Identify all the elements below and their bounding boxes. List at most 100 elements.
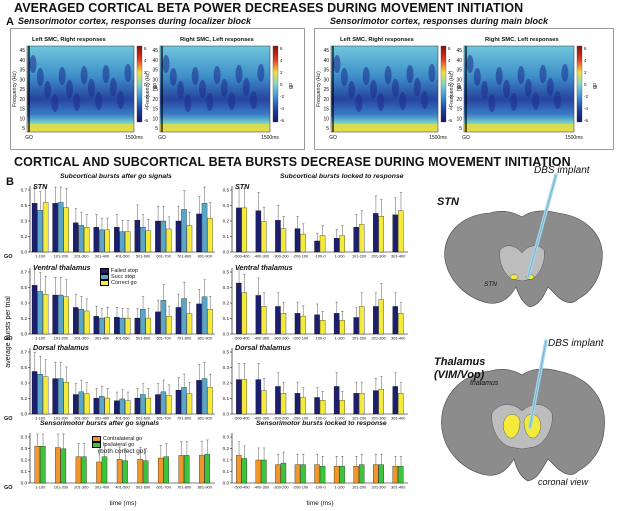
thalamus-implant-label: DBS implant <box>548 338 604 349</box>
bar <box>178 455 184 484</box>
bar <box>81 456 87 484</box>
bar <box>207 309 213 335</box>
bar <box>280 462 287 484</box>
spectrogram-0: Left SMC, Right responses454035302520151… <box>12 37 157 141</box>
bar <box>31 285 38 335</box>
x-tick-label: 301-400 <box>391 416 406 421</box>
frequency-tick-label: 10 <box>152 116 158 122</box>
y-tick-label: 0.1 <box>223 316 230 321</box>
x-tick-label: 801-900 <box>198 254 213 259</box>
row-label: Dorsal thalamus <box>235 343 291 352</box>
bar <box>358 306 365 335</box>
y-tick-label: 0.2 <box>21 234 28 239</box>
bar <box>104 229 110 253</box>
bar <box>145 230 152 253</box>
bar <box>114 227 120 253</box>
bar <box>155 394 161 415</box>
spectrogram-patch <box>466 55 474 73</box>
coronal-view-label: coronal view <box>538 477 589 487</box>
y-tick-label: 0.0 <box>223 481 230 486</box>
thalamus-subtitle: (VIM/Vop) <box>434 369 485 381</box>
bar <box>280 313 287 335</box>
y-tick-label: 0.7 <box>21 188 28 193</box>
bar <box>319 400 326 415</box>
bars-x-axis-label-left: time (ms) <box>109 500 136 507</box>
spectrogram-low-band <box>331 124 438 132</box>
spectrogram-1: Right SMC, Left responses454035302520151… <box>145 37 293 141</box>
bar <box>57 378 64 415</box>
spectrogram-patch <box>495 67 503 85</box>
spectro-panel-localizer-title: Sensorimotor cortex, responses during lo… <box>18 16 252 26</box>
frequency-tick-label: 15 <box>323 107 329 113</box>
bar <box>93 227 99 253</box>
x-tick-label: 501-600 <box>136 336 151 341</box>
spectrogram-patch <box>510 93 518 111</box>
panel-a-title: AVERAGED CORTICAL BETA POWER DECREASES D… <box>14 1 524 15</box>
stn-region-label: STN <box>484 281 497 288</box>
frequency-tick-label: 25 <box>152 87 158 93</box>
x-tick-label: 601-700 <box>156 254 171 259</box>
frequency-tick-label: 5 <box>22 126 25 132</box>
bar <box>207 387 213 415</box>
bar <box>57 294 64 335</box>
bar <box>72 222 79 253</box>
legend-swatch-succ <box>100 274 109 280</box>
x-tick-label: 701-800 <box>177 416 192 421</box>
colorbar-tick-label: 2 <box>280 70 283 75</box>
x-tick-label: 201-300 <box>372 416 387 421</box>
spectrogram-patch <box>524 79 532 97</box>
bar <box>392 465 398 484</box>
y-tick-label: 0.0 <box>21 250 28 255</box>
spectrogram-title: Right SMC, Left responses <box>180 37 254 43</box>
legend-label: Contralateral go <box>103 436 143 442</box>
x-tick-label: -100-0 <box>314 416 326 421</box>
bar <box>52 294 58 335</box>
x-tick-label: 301-400 <box>95 485 110 490</box>
bar <box>63 381 69 415</box>
spectrogram-patch <box>362 67 370 85</box>
go-label: GO <box>4 485 13 491</box>
x-tick-label: 1-100 <box>335 336 346 341</box>
legend-label: Failed stop <box>111 268 138 274</box>
bar <box>314 314 320 335</box>
spectrogram-patch <box>184 94 192 112</box>
bar <box>353 393 359 415</box>
spectrogram-patch <box>391 79 399 97</box>
spectrogram-patch <box>242 78 250 96</box>
colorbar-label: dB <box>287 83 293 90</box>
bar <box>37 210 43 253</box>
bar <box>398 393 404 415</box>
frequency-axis-label: Frequency (Hz) <box>12 71 18 107</box>
bar <box>373 464 379 484</box>
chart-title: Subcortical bursts locked to response <box>280 173 404 180</box>
x-tick-label: 301-400 <box>391 254 406 259</box>
x-tick-label: -500-400 <box>234 416 250 421</box>
bar <box>160 391 167 415</box>
frequency-tick-label: 20 <box>19 97 25 103</box>
bar <box>31 203 38 253</box>
colorbar-tick-label: -4 <box>144 106 148 111</box>
x-tick-label: 401-500 <box>115 485 130 490</box>
bar-chart-5: 0.00.10.20.30.5-500-400 -400-300 -300-200-… <box>223 343 408 421</box>
bar <box>34 446 41 484</box>
chart-title: Subcortical bursts after go signals <box>60 173 172 180</box>
colorbar-label: dB <box>455 83 461 90</box>
bar <box>201 296 208 335</box>
thalamus-brain-inner <box>491 404 553 450</box>
x-tick-label: 201-300 <box>372 336 387 341</box>
bar <box>255 210 262 253</box>
bar <box>186 313 193 335</box>
frequency-tick-label: 30 <box>152 77 158 83</box>
spectrogram-patch <box>102 65 110 83</box>
bar <box>181 209 187 253</box>
row-label: Ventral thalamus <box>235 263 293 272</box>
x-tick-label: 701-800 <box>177 254 192 259</box>
spectrogram-patch <box>340 68 348 86</box>
go-label: GO <box>4 416 13 422</box>
frequency-tick-label: 45 <box>323 48 329 54</box>
x-go-label: GO <box>329 135 337 141</box>
bar <box>300 397 306 415</box>
y-tick-label: 0.2 <box>223 219 230 224</box>
bar <box>55 447 61 484</box>
